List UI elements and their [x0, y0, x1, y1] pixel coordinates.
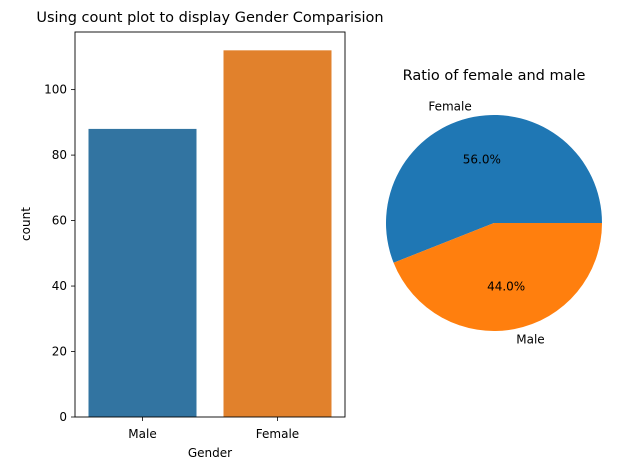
bar-chart-title: Using count plot to display Gender Compa… [36, 10, 383, 26]
bar-chart-x-axis-label: Gender [188, 446, 232, 460]
bar-chart-y-axis-label: count [19, 207, 33, 241]
x-tick-label: Male [128, 427, 156, 441]
bar-chart-bars [88, 50, 332, 417]
pie-chart-slices [386, 115, 602, 332]
x-tick-label: Female [256, 427, 299, 441]
y-tick-label: 40 [52, 279, 67, 293]
pie-percent-male: 44.0% [487, 280, 525, 294]
bar-chart-x-ticks: Male Female [128, 417, 299, 441]
y-tick-label: 0 [59, 410, 67, 424]
pie-slice-female [386, 115, 602, 263]
y-tick-label: 80 [52, 148, 67, 162]
bar-female [223, 50, 332, 417]
pie-slice-male [393, 223, 602, 332]
pie-chart: Ratio of female and male Female 56.0% Male… [386, 68, 602, 347]
pie-label-male: Male [516, 333, 544, 347]
pie-chart-title: Ratio of female and male [403, 68, 586, 84]
bar-chart-y-ticks: 0 20 40 60 80 100 [44, 83, 75, 424]
pie-chart-labels: Female 56.0% Male 44.0% [428, 99, 544, 346]
y-tick-label: 20 [52, 345, 67, 359]
bar-male [88, 128, 197, 417]
y-tick-label: 100 [44, 83, 67, 97]
bar-chart: Using count plot to display Gender Compa… [19, 10, 384, 460]
pie-label-female: Female [428, 99, 471, 113]
y-tick-label: 60 [52, 214, 67, 228]
pie-percent-female: 56.0% [463, 152, 501, 166]
bar-chart-axes-frame [74, 31, 346, 418]
